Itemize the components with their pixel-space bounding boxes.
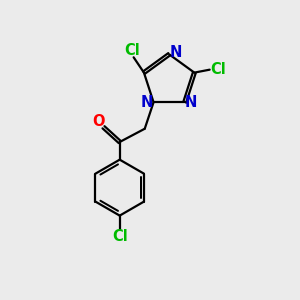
Text: N: N [185, 95, 197, 110]
Text: N: N [169, 45, 182, 60]
Text: Cl: Cl [112, 229, 128, 244]
Text: Cl: Cl [210, 61, 226, 76]
Text: N: N [141, 95, 153, 110]
Text: Cl: Cl [124, 43, 140, 58]
Text: O: O [92, 114, 104, 129]
